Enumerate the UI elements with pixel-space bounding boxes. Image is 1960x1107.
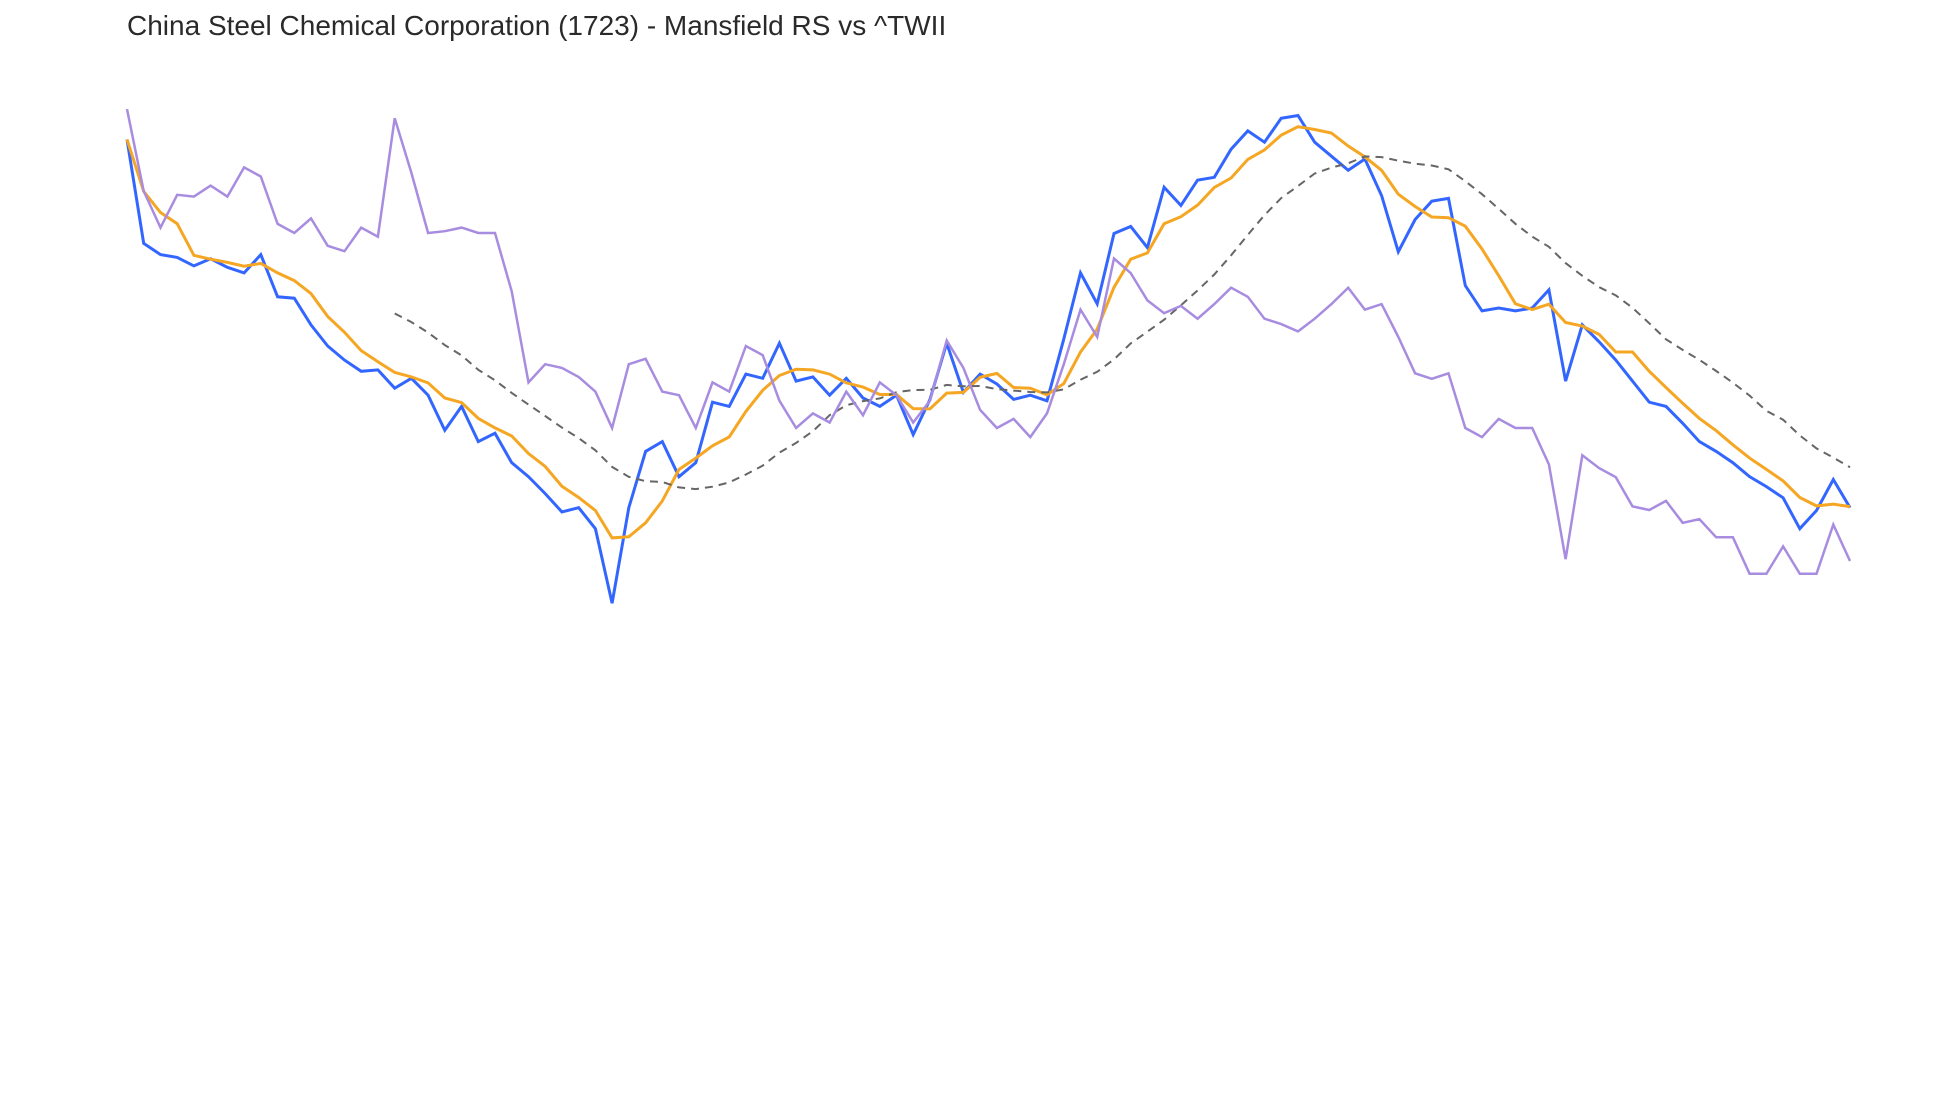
svg-text:China Steel Chemical Corporati: China Steel Chemical Corporation (1723) … (127, 10, 946, 41)
